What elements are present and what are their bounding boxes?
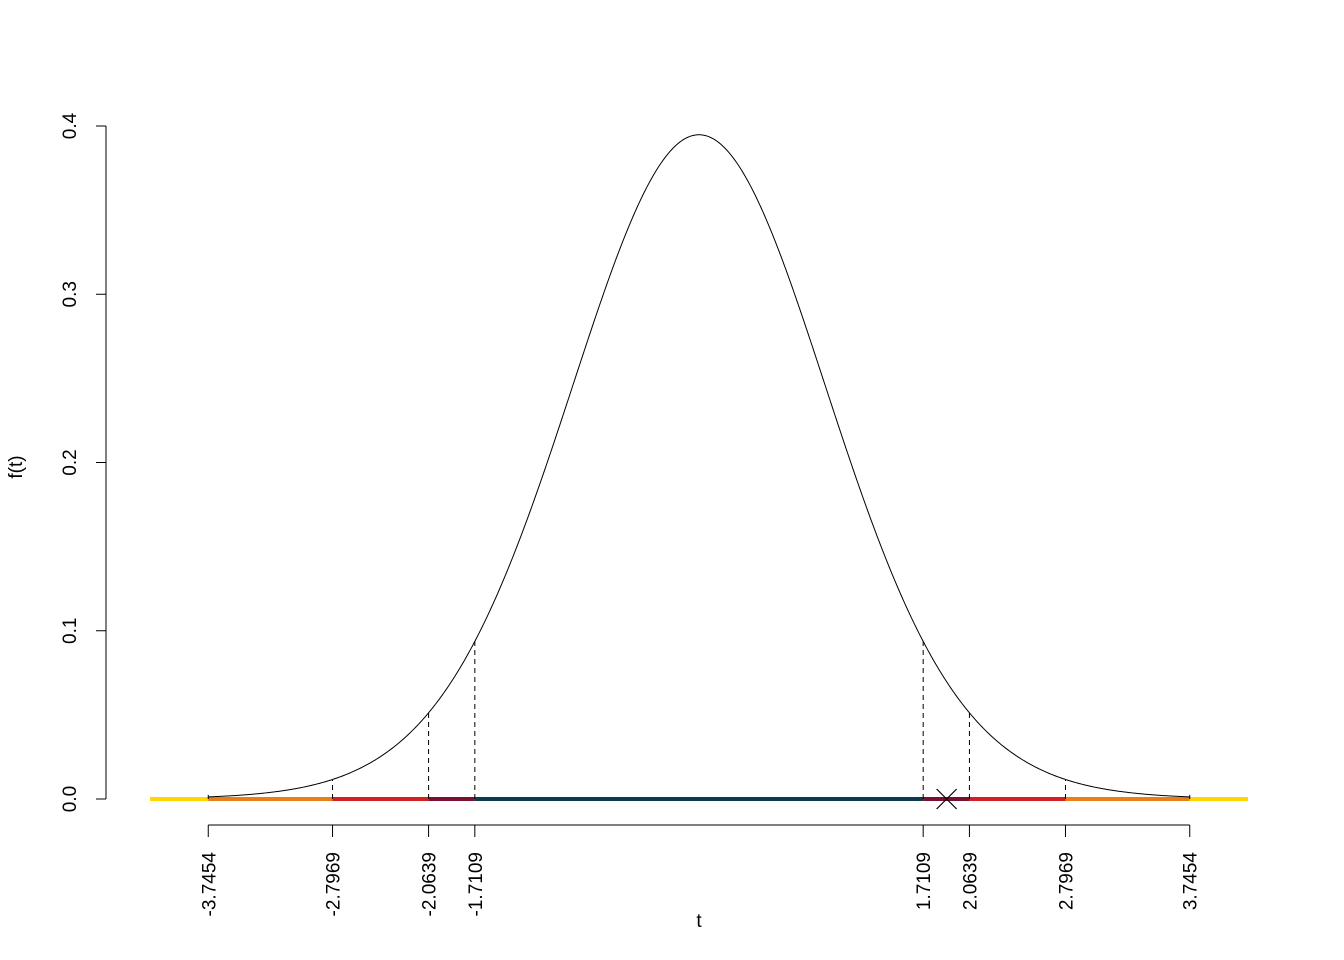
observed-statistic-marker bbox=[936, 788, 958, 810]
y-axis-label: f(t) bbox=[6, 455, 27, 478]
x-tick-label-2: -2.0639 bbox=[420, 852, 441, 916]
x-axis-label: t bbox=[696, 911, 702, 932]
x-tick-label-7: 3.7454 bbox=[1181, 852, 1202, 911]
x-tick-label-0: -3.7454 bbox=[199, 852, 220, 917]
x-tick-label-4: 1.7109 bbox=[914, 852, 935, 910]
x-tick-label-5: 2.0639 bbox=[960, 852, 981, 910]
y-tick-label-0: 0.0 bbox=[60, 786, 81, 812]
critical-value-lines bbox=[207, 641, 1191, 799]
density-curve-group bbox=[208, 134, 1190, 798]
observed-statistic-group bbox=[936, 788, 958, 810]
y-tick-label-2: 0.2 bbox=[60, 449, 81, 475]
x-tick-label-1: -2.7969 bbox=[324, 852, 345, 916]
y-axis: 0.0 0.1 0.2 0.3 0.4 bbox=[60, 112, 107, 812]
x-tick-label-6: 2.7969 bbox=[1056, 852, 1077, 910]
y-tick-label-4: 0.4 bbox=[60, 112, 81, 139]
x-axis: -3.7454 -2.7969 -2.0639 -1.7109 1.7109 2.0639… bbox=[199, 824, 1202, 917]
density-curve bbox=[208, 134, 1190, 798]
x-tick-label-3: -1.7109 bbox=[466, 852, 487, 916]
y-tick-label-1: 0.1 bbox=[60, 618, 81, 644]
y-tick-label-3: 0.3 bbox=[60, 281, 81, 307]
